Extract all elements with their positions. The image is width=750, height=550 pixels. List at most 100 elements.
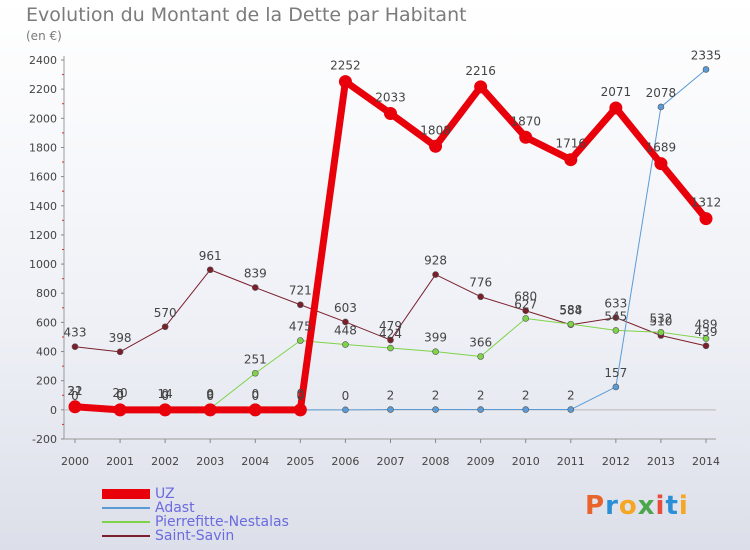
data-label-saint-savin: 680 [514, 290, 537, 304]
data-label-pierrefitte-nestalas: 32 [67, 384, 82, 398]
data-point-uz [248, 403, 262, 417]
data-point-pierrefitte-nestalas [297, 337, 304, 344]
y-tick-label: -200 [32, 433, 57, 446]
data-point-uz [384, 106, 397, 120]
data-point-saint-savin [116, 348, 124, 356]
data-point-uz [68, 400, 82, 414]
legend-swatch-saint-savin [102, 535, 150, 537]
data-point-saint-savin [71, 343, 79, 351]
data-point-saint-savin [612, 314, 620, 321]
data-point-uz [338, 75, 352, 89]
x-tick-label: 2000 [61, 455, 89, 468]
data-label-pierrefitte-nestalas: 399 [424, 331, 447, 345]
chart-subtitle: (en €) [26, 29, 62, 43]
data-point-uz [203, 403, 217, 417]
legend-item-saint-savin: Saint-Savin [102, 529, 289, 543]
legend-item-uz: UZ [102, 487, 289, 501]
data-point-pierrefitte-nestalas [432, 348, 439, 355]
data-point-uz [564, 153, 578, 167]
data-point-pierrefitte-nestalas [477, 353, 484, 360]
data-label-pierrefitte-nestalas: 251 [244, 352, 267, 366]
data-label-adast: 2 [387, 389, 395, 403]
x-tick-label: 2010 [512, 455, 540, 468]
data-point-saint-savin [342, 318, 349, 326]
x-tick-label: 2008 [422, 455, 450, 468]
logo-letter: i [655, 491, 666, 521]
data-label-pierrefitte-nestalas: 475 [289, 320, 312, 334]
legend-swatch-uz [102, 489, 150, 499]
y-tick-label: 800 [36, 287, 57, 300]
y-tick-label: 1000 [29, 258, 57, 271]
data-point-uz [293, 403, 307, 417]
x-tick-label: 2004 [241, 455, 269, 468]
x-tick-label: 2002 [151, 455, 179, 468]
data-label-saint-savin: 839 [244, 267, 267, 281]
data-label-uz: 0 [251, 387, 259, 401]
data-point-uz [654, 157, 668, 171]
logo-letter: t [665, 491, 679, 521]
legend-swatch-adast [102, 507, 150, 509]
data-point-pierrefitte-nestalas [387, 344, 394, 352]
data-label-saint-savin: 928 [424, 254, 447, 268]
data-label-uz: 1870 [510, 114, 541, 128]
data-label-adast: 2335 [691, 48, 722, 62]
data-point-pierrefitte-nestalas [702, 335, 710, 342]
data-label-saint-savin: 570 [154, 306, 177, 320]
data-label-uz: 1716 [556, 137, 587, 151]
data-label-saint-savin: 721 [289, 284, 312, 298]
data-point-pierrefitte-nestalas [567, 320, 575, 328]
legend-label-adast: Adast [155, 500, 195, 516]
series-line-uz [71, 78, 710, 414]
data-label-pierrefitte-nestalas: 9 [206, 388, 214, 402]
data-label-pierrefitte-nestalas: 545 [604, 309, 627, 323]
data-label-pierrefitte-nestalas: 448 [334, 324, 357, 338]
data-point-adast [477, 406, 484, 413]
legend-label-uz: UZ [155, 486, 175, 502]
data-label-uz: 21 [67, 384, 82, 398]
data-point-saint-savin [161, 323, 169, 331]
data-label-uz: 2252 [330, 59, 361, 73]
y-tick-label: 1600 [29, 171, 57, 184]
legend-item-pierrefitte-nestalas: Pierrefitte-Nestalas [102, 515, 289, 529]
data-label-adast: 0 [161, 389, 169, 403]
series-line-adast [74, 68, 707, 411]
data-label-saint-savin: 584 [559, 304, 582, 318]
data-point-pierrefitte-nestalas [612, 327, 620, 334]
x-tick-label: 2005 [286, 455, 314, 468]
data-label-pierrefitte-nestalas: 366 [469, 335, 492, 349]
data-point-uz [429, 139, 443, 153]
data-label-saint-savin: 510 [649, 315, 672, 329]
data-label-uz: 1689 [646, 141, 677, 155]
legend-label-pierrefitte-nestalas: Pierrefitte-Nestalas [155, 514, 289, 530]
data-point-pierrefitte-nestalas [522, 315, 530, 322]
data-point-pierrefitte-nestalas [342, 341, 349, 348]
data-point-saint-savin [522, 307, 530, 315]
x-tick-label: 2007 [377, 455, 405, 468]
logo-letter: i [678, 491, 689, 521]
x-tick-label: 2003 [196, 455, 224, 468]
data-label-pierrefitte-nestalas: 489 [695, 318, 718, 332]
data-point-saint-savin [477, 293, 484, 301]
y-tick-label: 0 [50, 404, 57, 417]
data-label-saint-savin: 398 [109, 331, 132, 345]
data-label-pierrefitte-nestalas: 14 [158, 387, 173, 401]
data-label-uz: 1808 [420, 123, 451, 137]
data-point-saint-savin [297, 301, 304, 309]
y-tick-label: 200 [36, 375, 57, 388]
data-point-uz [699, 212, 713, 226]
data-label-pierrefitte-nestalas: 588 [559, 303, 582, 317]
data-point-adast [567, 406, 575, 413]
data-label-saint-savin: 603 [334, 301, 357, 315]
y-tick-label: 1400 [29, 200, 57, 213]
data-label-saint-savin: 433 [64, 326, 87, 340]
data-label-adast: 0 [206, 389, 214, 403]
data-label-uz: 0 [206, 387, 214, 401]
data-point-uz [474, 80, 488, 94]
data-label-uz: 0 [116, 387, 124, 401]
x-tick-label: 2013 [647, 455, 675, 468]
data-label-uz: 2071 [601, 85, 632, 99]
data-label-saint-savin: 776 [469, 276, 492, 290]
legend-item-adast: Adast [102, 501, 289, 515]
